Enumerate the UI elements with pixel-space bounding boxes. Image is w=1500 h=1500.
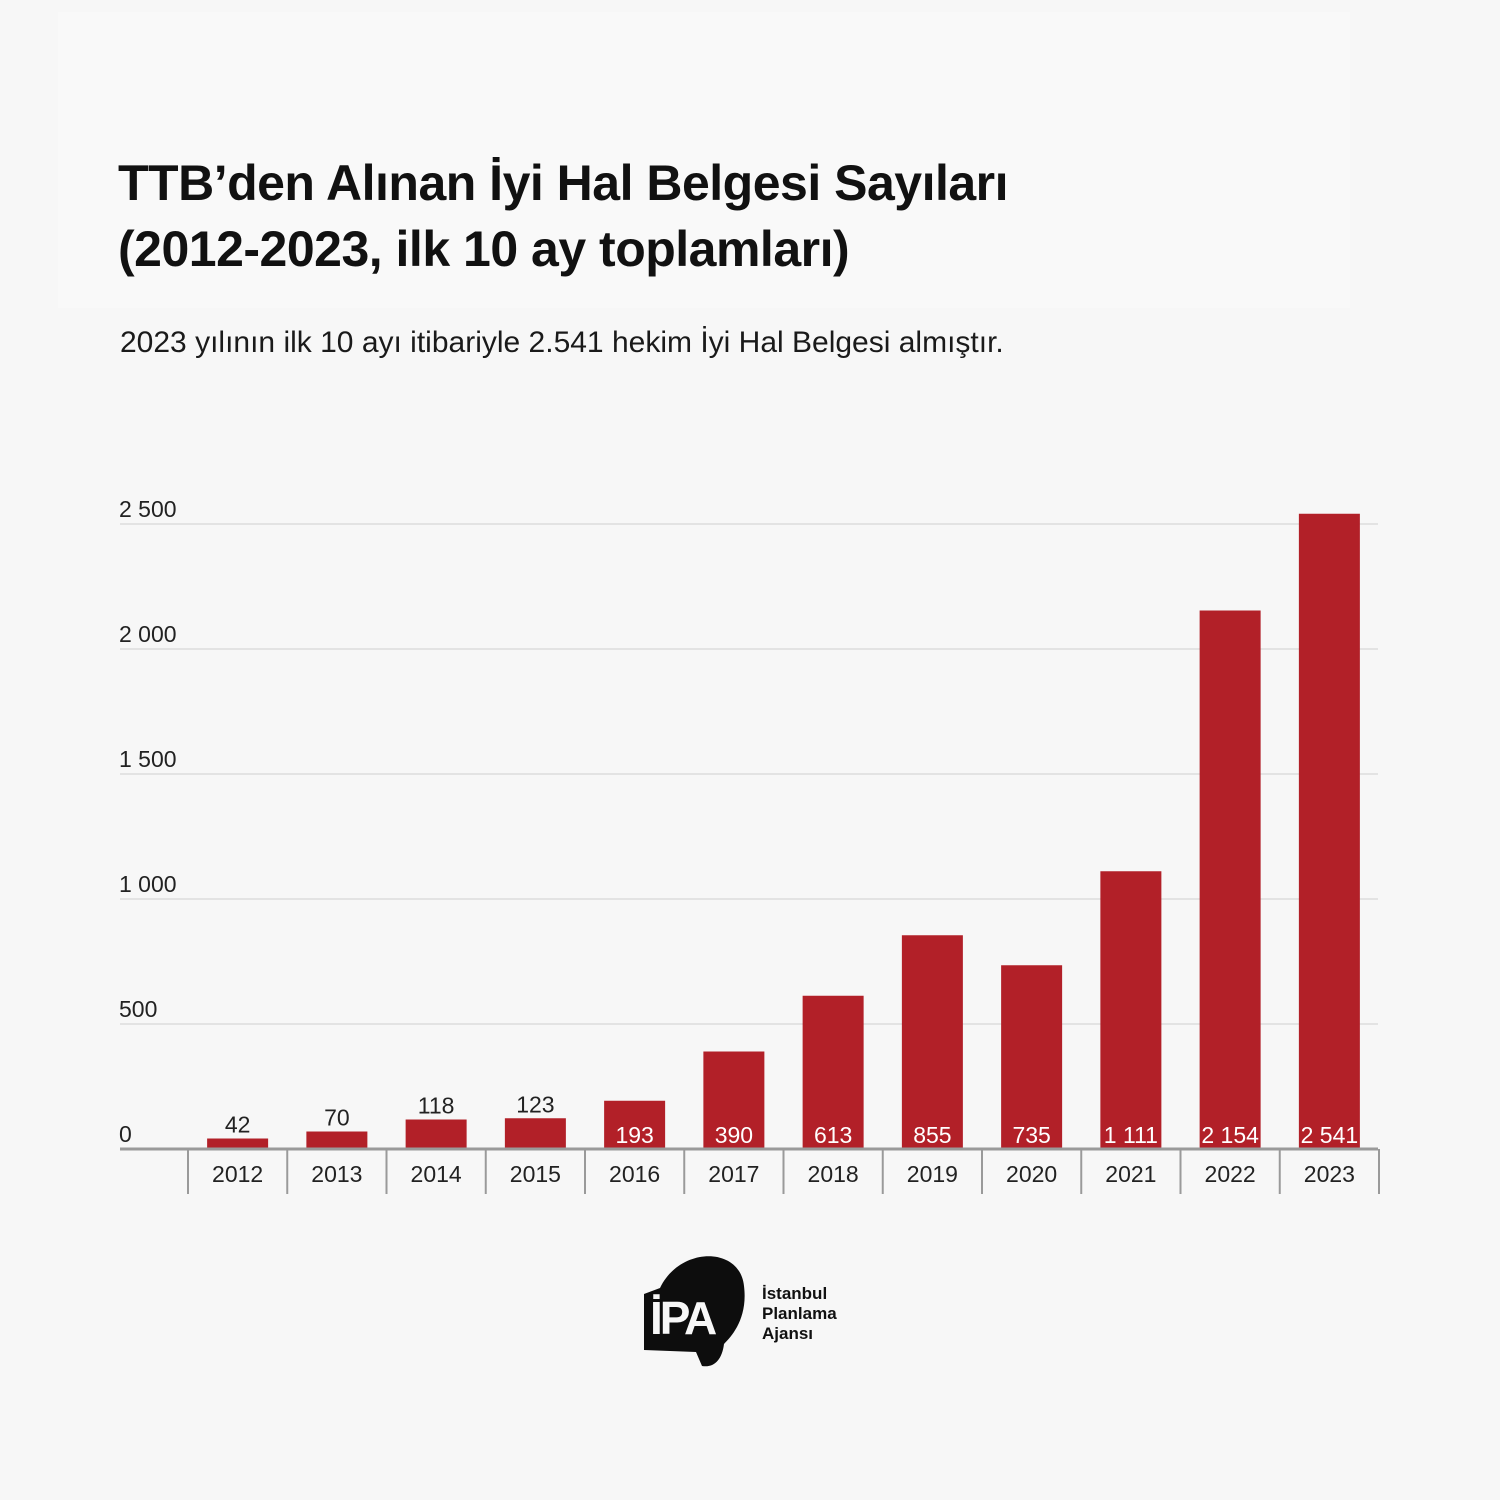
y-tick-label: 2 500 [119,496,177,522]
bar [1298,513,1360,1149]
value-label: 118 [418,1093,455,1119]
x-tick-label: 2023 [1304,1161,1355,1187]
value-label: 613 [814,1122,852,1148]
y-tick-label: 500 [119,996,157,1022]
logo-text-line-3: Ajansı [762,1324,814,1343]
bar [802,995,864,1149]
y-tick-label: 2 000 [119,621,177,647]
x-tick-label: 2013 [311,1161,362,1187]
bar [901,935,963,1149]
x-tick-label: 2015 [510,1161,561,1187]
x-tick-label: 2022 [1205,1161,1256,1187]
logo-text-line-2: Planlama [762,1304,837,1323]
chart-subtitle: 2023 yılının ilk 10 ayı itibariyle 2.541… [120,326,1004,359]
x-tick-label: 2016 [609,1161,660,1187]
value-label: 855 [913,1122,951,1148]
chart-title-line-1: TTB’den Alınan İyi Hal Belgesi Sayıları [118,155,1009,211]
y-tick-label: 1 500 [119,746,177,772]
x-axis: 2012 2013 2014 2015 2016 2017 2018 2019 2020 2021… [120,1147,1380,1194]
ipa-logo: İPA İstanbul Planlama Ajansı [640,1248,880,1372]
bar [604,1100,666,1149]
x-tick-label: 2018 [808,1161,859,1187]
svg-text:İPA: İPA [650,1292,716,1344]
y-tick-label: 1 000 [119,871,177,897]
value-label: 2 154 [1201,1122,1259,1148]
x-tick-label: 2014 [411,1161,462,1187]
x-tick-label: 2017 [708,1161,759,1187]
bar [703,1051,765,1149]
value-label: 42 [225,1112,251,1138]
value-label: 390 [715,1122,753,1148]
value-label: 2 541 [1301,1122,1359,1148]
bar [207,1138,269,1149]
bar [405,1119,467,1149]
y-tick-label: 0 [119,1121,132,1147]
chart-title: TTB’den Alınan İyi Hal Belgesi Sayıları … [118,150,1009,282]
y-axis-tick-labels: 0 500 1 000 1 500 2 000 2 500 [119,496,177,1147]
ipa-logo-text: İstanbul Planlama Ajansı [762,1284,837,1344]
bar [504,1118,566,1149]
value-label: 193 [615,1122,653,1148]
bars [207,513,1360,1149]
x-tick-label: 2021 [1105,1161,1156,1187]
bar [306,1131,368,1149]
value-label: 1 111 [1104,1122,1158,1148]
x-tick-label: 2020 [1006,1161,1057,1187]
title-background [58,12,1350,308]
x-tick-label: 2012 [212,1161,263,1187]
value-label: 123 [516,1091,554,1117]
value-labels: 42 70 118 123 193 390 613 855 735 1 111 2 154 2 541 [225,1091,1358,1148]
x-tick-label: 2019 [907,1161,958,1187]
gridlines [120,523,1378,1025]
bar [1199,610,1261,1149]
ipa-logo-mark: İPA [644,1256,745,1367]
chart-title-line-2: (2012-2023, ilk 10 ay toplamları) [118,221,850,277]
value-label: 735 [1012,1122,1050,1148]
bar [1001,965,1063,1149]
bar [1100,871,1162,1149]
logo-text-line-1: İstanbul [762,1284,828,1303]
value-label: 70 [324,1105,350,1131]
